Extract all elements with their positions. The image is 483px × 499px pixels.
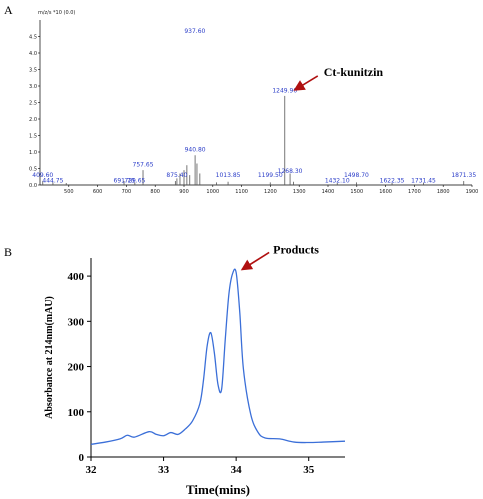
hp-y-tick-label: 400 xyxy=(68,271,85,283)
ms-x-tick-label: 700 xyxy=(122,189,132,195)
ms-peak-label: 1432.10 xyxy=(325,177,350,184)
ms-peak-label: 1199.50 xyxy=(258,172,283,179)
ms-annotation: Ct-kunitzin xyxy=(293,65,384,91)
ms-peak-label: 1731.45 xyxy=(411,177,436,184)
ms-x-tick-label: 1700 xyxy=(408,189,421,195)
ms-y-tick-label: 4.5 xyxy=(29,34,37,40)
ct-kunitzin-arrow xyxy=(293,75,319,91)
ms-x-tick-label: 1000 xyxy=(206,189,219,195)
ms-peak-label: 1268.30 xyxy=(278,168,303,175)
hp-y-tick-label: 300 xyxy=(68,316,85,328)
hp-x-tick-label: 35 xyxy=(303,464,315,476)
hp-x-tick-label: 34 xyxy=(231,464,243,476)
ms-x-tick-label: 1400 xyxy=(322,189,335,195)
ms-x-tick-label: 900 xyxy=(179,189,189,195)
ms-x-tick-label: 1500 xyxy=(350,189,363,195)
ms-y-tick-label: 1.5 xyxy=(29,133,37,139)
ms-peak-label: 757.65 xyxy=(133,162,154,169)
ms-x-tick-label: 1900 xyxy=(466,189,479,195)
ms-x-tick-label: 1600 xyxy=(379,189,392,195)
ms-header-text: m/z/s *10 (0.0) xyxy=(38,10,75,16)
hp-x-tick-label: 32 xyxy=(86,464,98,476)
y-axis-label: Absorbance at 214nm(mAU) xyxy=(44,296,55,419)
ms-peak-label: 729.65 xyxy=(124,177,145,184)
products-arrow xyxy=(240,251,270,271)
ms-peak-label: 937.60 xyxy=(184,28,205,35)
ms-y-tick-label: 2.5 xyxy=(29,100,37,106)
hp-x-ticks: 32 33 34 35 xyxy=(86,457,315,476)
ms-peak-label: 691.70 xyxy=(114,177,135,184)
ms-x-tick-label: 600 xyxy=(93,189,103,195)
products-label: Products xyxy=(273,242,319,256)
hp-annotation: Products xyxy=(240,242,319,271)
ms-peak-label: 940.80 xyxy=(185,147,206,154)
ms-peak-label: 1013.85 xyxy=(216,172,241,179)
ms-peak-label: 1871.35 xyxy=(451,172,476,179)
ms-peak-label: 444.75 xyxy=(42,177,63,184)
ms-y-tick-label: 1.0 xyxy=(29,150,37,156)
ms-peak-label: 875.40 xyxy=(166,172,187,179)
hp-y-tick-label: 0 xyxy=(79,452,85,464)
ms-peak-label: 1622.35 xyxy=(380,177,405,184)
ms-peak-label: 1249.90 xyxy=(272,87,297,94)
ms-x-ticks: 500 600 700 800 900 1000 1100 1200 1300 1400 1500 1… xyxy=(64,185,478,195)
ms-x-tick-label: 500 xyxy=(64,189,74,195)
ms-peaks xyxy=(42,95,465,185)
ms-x-tick-label: 1300 xyxy=(293,189,306,195)
x-axis-label: Time(mins) xyxy=(186,482,250,497)
ms-x-tick-label: 800 xyxy=(150,189,160,195)
ms-y-tick-label: 4.0 xyxy=(29,51,37,57)
ms-y-tick-label: 0.5 xyxy=(29,166,37,172)
ms-y-tick-label: 0.0 xyxy=(29,183,37,189)
hp-y-tick-label: 100 xyxy=(68,407,85,419)
ms-y-tick-label: 2.0 xyxy=(29,117,37,123)
ct-kunitzin-label: Ct-kunitzin xyxy=(324,65,384,79)
mass-spectrum-panel: m/z/s *10 (0.0) 0.0 0.5 1.0 1.5 2.0 2.5 3.0 3.5… xyxy=(29,10,478,195)
chromatogram-line xyxy=(90,268,346,445)
ms-x-tick-label: 1200 xyxy=(264,189,277,195)
ms-y-tick-label: 3.5 xyxy=(29,67,37,73)
ms-peak-label: 1498.70 xyxy=(344,172,369,179)
ms-x-tick-label: 1800 xyxy=(437,189,450,195)
hp-y-tick-label: 200 xyxy=(68,362,85,374)
ms-x-tick-label: 1100 xyxy=(235,189,248,195)
hp-y-ticks: 0 100 200 300 400 xyxy=(68,271,91,464)
panel-letter-b: B xyxy=(4,245,12,259)
ms-peak-labels: 937.60 1249.90 940.80 757.65 875.40 1268.30 10… xyxy=(32,28,476,184)
ms-peak-label: 409.60 xyxy=(32,172,53,179)
panel-letter-a: A xyxy=(4,3,13,17)
hp-x-tick-label: 33 xyxy=(158,464,170,476)
ms-y-ticks: 0.0 0.5 1.0 1.5 2.0 2.5 3.0 3.5 4.0 4.5 xyxy=(29,34,40,189)
ms-y-tick-label: 3.0 xyxy=(29,84,37,90)
chromatogram-panel: 0 100 200 300 400 32 33 34 35 Products Time(min… xyxy=(44,242,346,497)
